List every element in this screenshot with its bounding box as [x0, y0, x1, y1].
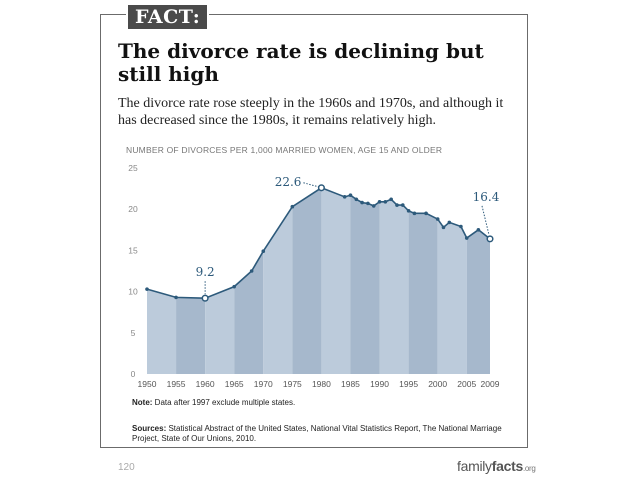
y-tick-label: 25 — [128, 163, 138, 173]
y-tick-label: 0 — [131, 369, 136, 379]
infographic-frame — [100, 14, 528, 448]
data-point — [400, 203, 405, 207]
logo-part-facts: facts — [491, 458, 523, 474]
annotation-label: 16.4 — [473, 190, 500, 204]
x-tick-label: 1990 — [370, 379, 389, 389]
data-point — [464, 236, 469, 240]
area-band-1970 — [263, 206, 293, 374]
area-band-1985 — [350, 195, 380, 374]
logo-part-family: family — [457, 458, 492, 474]
x-tick-label: 2000 — [428, 379, 447, 389]
note-text: Data after 1997 exclude multiple states. — [152, 398, 296, 407]
annotations: 9.2 22.6 16.4 — [196, 175, 500, 295]
chart-sources: Sources: Statistical Abstract of the Uni… — [132, 424, 522, 444]
fact-badge: FACT: — [126, 3, 210, 31]
decade-bands — [147, 187, 490, 374]
page-number: 120 — [118, 462, 135, 473]
data-point — [342, 195, 347, 199]
data-point — [249, 269, 254, 273]
annotation-leader — [481, 205, 490, 235]
x-tick-label: 1970 — [254, 379, 273, 389]
chart-note: Note: Data after 1997 exclude multiple s… — [132, 398, 295, 407]
data-point — [201, 294, 209, 302]
data-point — [261, 249, 266, 254]
data-point — [424, 211, 428, 216]
area-band-1980 — [321, 187, 351, 374]
data-point — [232, 284, 237, 289]
data-point — [290, 204, 295, 209]
y-axis: 0 5 10 15 20 25 — [128, 163, 138, 379]
y-tick-label: 10 — [128, 287, 138, 297]
data-point — [354, 197, 359, 202]
x-tick-label: 1995 — [399, 379, 418, 389]
x-tick-label: 2005 — [457, 379, 476, 389]
data-point — [486, 235, 494, 243]
y-tick-label: 20 — [128, 204, 138, 214]
data-point — [174, 295, 178, 300]
logo-part-org: .org — [522, 464, 536, 473]
area-band-2000 — [437, 219, 467, 374]
series-layer — [145, 184, 494, 302]
data-point — [459, 224, 463, 229]
data-point — [377, 199, 382, 204]
data-point — [389, 197, 393, 202]
x-tick-label: 1980 — [312, 379, 331, 389]
y-tick-label: 5 — [131, 328, 136, 338]
sources-label: Sources: — [132, 424, 167, 433]
sources-text: Statistical Abstract of the United State… — [132, 424, 502, 443]
area-band-1960 — [205, 286, 235, 374]
x-tick-label: 1950 — [138, 379, 157, 389]
data-point — [447, 220, 452, 225]
area-band-1965 — [234, 251, 264, 374]
x-tick-label: 1985 — [341, 379, 360, 389]
x-tick-label: 1955 — [167, 379, 186, 389]
data-point — [145, 287, 149, 291]
data-point — [317, 184, 325, 192]
area-band-1990 — [379, 199, 409, 374]
x-tick-label: 1975 — [283, 379, 302, 389]
data-point — [406, 209, 411, 213]
x-tick-label: 1960 — [196, 379, 215, 389]
data-point — [383, 199, 388, 204]
headline: The divorce rate is declining but still … — [118, 39, 484, 86]
x-tick-label: 1965 — [225, 379, 244, 389]
chart-title: NUMBER OF DIVORCES PER 1,000 MARRIED WOM… — [126, 145, 443, 155]
area-band-2005 — [466, 229, 490, 374]
area-band-1995 — [408, 210, 438, 374]
data-point — [395, 203, 399, 207]
annotation-label: 22.6 — [275, 175, 302, 189]
note-label: Note: — [132, 398, 153, 407]
x-axis: 1950 1955 1960 1965 1970 1975 1980 1985 1990 1995… — [138, 379, 500, 389]
x-tick-label: 2009 — [481, 379, 500, 389]
data-point — [360, 200, 364, 205]
annotation-label: 9.2 — [196, 265, 215, 279]
area-band-1950 — [147, 289, 177, 374]
data-point — [348, 193, 353, 197]
annotation-leader — [303, 182, 319, 188]
area-band-1955 — [176, 297, 206, 374]
data-point — [412, 211, 417, 216]
area-band-1975 — [292, 187, 322, 374]
familyfacts-logo: familyfacts.org — [457, 458, 536, 474]
data-point — [371, 204, 376, 208]
subtitle: The divorce rate rose steeply in the 196… — [118, 96, 504, 128]
data-point — [366, 201, 370, 206]
data-point — [435, 217, 440, 221]
data-point — [476, 228, 481, 232]
y-tick-label: 15 — [128, 245, 138, 255]
data-point — [441, 225, 446, 230]
